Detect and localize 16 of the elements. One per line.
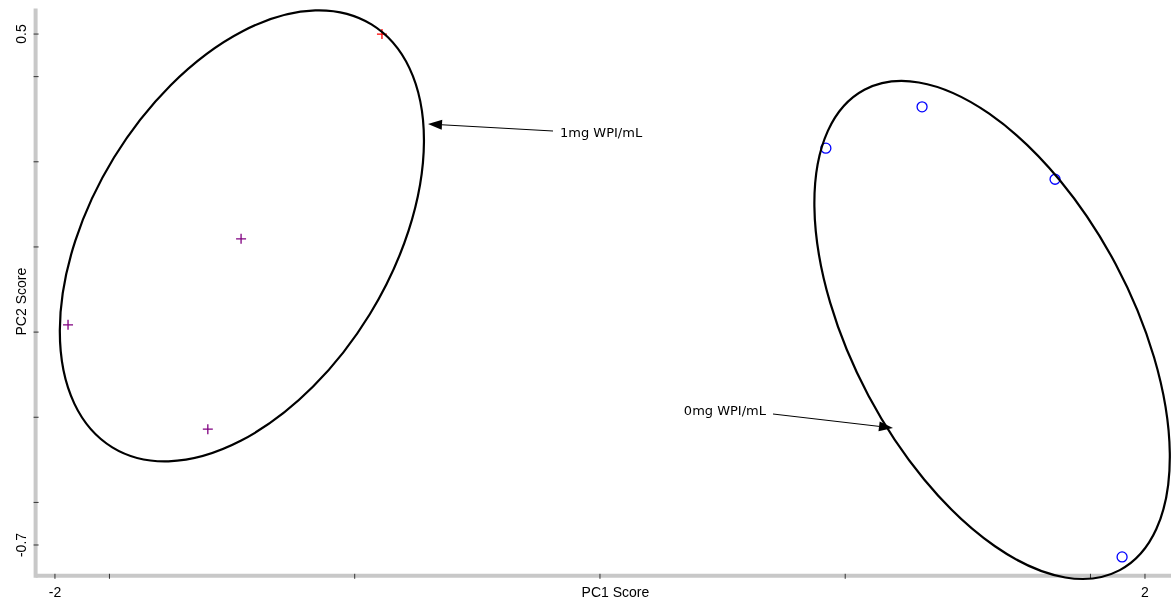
point: [62, 319, 74, 331]
point: [916, 101, 928, 113]
annotation: 0mg WPI/mL: [683, 403, 767, 418]
y-tick-label: 0.5: [12, 24, 29, 44]
point: [202, 423, 214, 435]
y-axis-title: PC2 Score: [12, 267, 29, 336]
x-axis-title: PC1 Score: [581, 583, 650, 600]
point: [376, 28, 388, 40]
point: [1049, 173, 1061, 185]
x-tick-label: -2: [48, 583, 62, 600]
y-tick-label: -0.7: [12, 532, 29, 558]
annotation: 1mg WPI/mL: [560, 125, 643, 140]
point: [820, 142, 832, 154]
point: [1116, 551, 1128, 563]
x-tick-label: 2: [1141, 583, 1150, 600]
point: [235, 233, 247, 245]
